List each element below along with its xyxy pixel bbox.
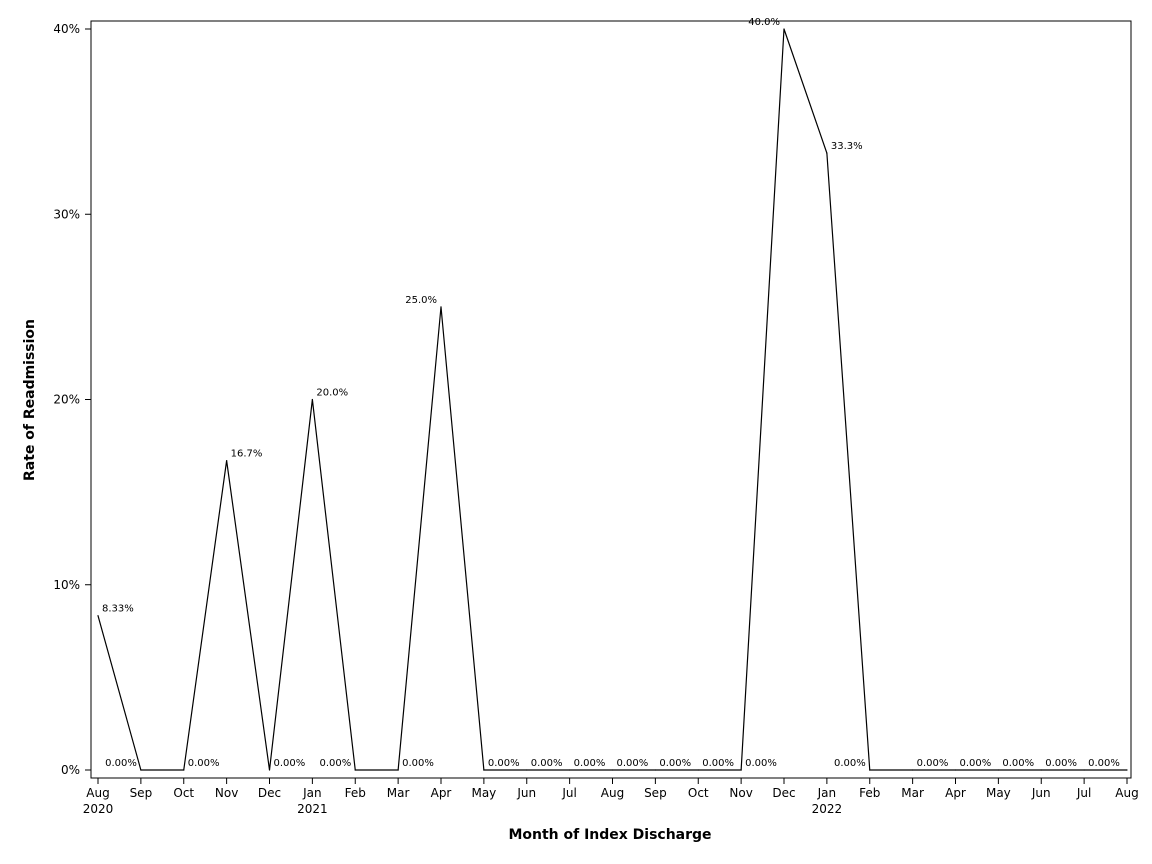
- x-tick-label-24: Aug: [1115, 786, 1138, 800]
- y-axis: 0% 10% 20% 30% 40%: [53, 22, 91, 777]
- data-label-7: 0.00%: [402, 758, 434, 769]
- x-tick-label-2: Oct: [173, 786, 194, 800]
- x-tick-label-7: Mar: [387, 786, 410, 800]
- data-label-17: 33.3%: [831, 141, 863, 152]
- data-point-11: [569, 769, 571, 771]
- data-point-22: [1040, 769, 1042, 771]
- plot-frame: [90, 20, 1132, 779]
- x-tick-label-6: Feb: [345, 786, 366, 800]
- data-label-4: 0.00%: [274, 758, 306, 769]
- x-tick-label-10: Jun: [516, 786, 536, 800]
- y-axis-title: Rate of Readmission: [22, 319, 38, 481]
- data-label-6: 0.00%: [319, 758, 351, 769]
- data-label-0: 8.33%: [102, 604, 134, 615]
- x-tick-label-18: Feb: [859, 786, 880, 800]
- y-tick-label-0: 0%: [61, 763, 80, 777]
- data-point-19: [912, 769, 914, 771]
- data-point-5: [311, 398, 313, 401]
- data-label-18: 0.00%: [834, 758, 866, 769]
- data-label-5: 20.0%: [316, 388, 348, 399]
- x-tick-label-13: Sep: [644, 786, 667, 800]
- y-tick-label-3: 30%: [53, 207, 80, 221]
- data-point-16: [783, 28, 785, 30]
- x-tick-label-11: Jul: [561, 786, 576, 800]
- data-label-16: 40.0%: [748, 17, 780, 28]
- x-tick-label-22: Jun: [1031, 786, 1051, 800]
- data-label-9: 0.00%: [488, 758, 520, 769]
- data-label-3: 16.7%: [231, 449, 263, 460]
- x-tick-label-23: Jul: [1076, 786, 1091, 800]
- data-point-24: [1126, 769, 1128, 771]
- data-label-14: 0.00%: [702, 758, 734, 769]
- data-label-layer: 8.33% 0.00% 0.00% 16.7% 0.00% 20.0% 0.00% 0.00%…: [102, 17, 1120, 769]
- series-layer: [97, 28, 1128, 771]
- data-point-2: [183, 769, 185, 771]
- data-label-1: 0.00%: [105, 758, 137, 769]
- x-tick-year-1: 2021: [297, 802, 328, 816]
- data-point-20: [954, 769, 957, 771]
- y-tick-label-1: 10%: [53, 578, 80, 592]
- x-tick-label-8: Apr: [431, 786, 452, 800]
- x-tick-label-1: Sep: [130, 786, 153, 800]
- x-tick-label-16: Dec: [772, 786, 795, 800]
- x-tick-label-5: Jan: [302, 786, 322, 800]
- data-point-18: [869, 769, 871, 771]
- data-point-0: [97, 615, 99, 617]
- data-label-2: 0.00%: [188, 758, 220, 769]
- x-tick-label-14: Oct: [688, 786, 709, 800]
- x-tick-label-4: Dec: [258, 786, 281, 800]
- x-tick-year-0: 2020: [83, 802, 114, 816]
- series-line-0: [97, 28, 1127, 771]
- data-label-20: 0.00%: [960, 758, 992, 769]
- x-tick-label-0: Aug: [86, 786, 109, 800]
- data-point-23: [1083, 769, 1085, 771]
- y-tick-label-2: 20%: [53, 393, 80, 407]
- x-tick-label-17: Jan: [817, 786, 837, 800]
- data-label-8: 25.0%: [405, 295, 437, 306]
- x-tick-label-3: Nov: [215, 786, 238, 800]
- y-tick-label-4: 40%: [53, 22, 80, 36]
- data-point-4: [268, 769, 271, 771]
- data-point-21: [997, 769, 999, 771]
- data-point-9: [483, 769, 485, 771]
- x-tick-label-19: Mar: [901, 786, 924, 800]
- data-point-1: [140, 769, 142, 771]
- data-point-15: [740, 769, 742, 771]
- data-label-13: 0.00%: [659, 758, 691, 769]
- data-point-3: [226, 460, 228, 462]
- data-point-13: [654, 769, 656, 771]
- data-point-17: [826, 152, 828, 154]
- x-tick-label-9: May: [471, 786, 496, 800]
- data-point-8: [440, 306, 442, 308]
- x-axis: Aug Sep Oct Nov Dec Jan Feb Mar Apr May Jun Jul Aug S…: [83, 778, 1139, 816]
- data-point-12: [611, 769, 614, 771]
- data-point-6: [354, 769, 356, 771]
- x-tick-label-15: Nov: [729, 786, 752, 800]
- x-tick-year-2: 2022: [812, 802, 843, 816]
- data-label-11: 0.00%: [574, 758, 606, 769]
- data-label-10: 0.00%: [531, 758, 563, 769]
- x-tick-label-12: Aug: [601, 786, 624, 800]
- x-axis-title: Month of Index Discharge: [508, 827, 711, 843]
- data-label-12: 0.00%: [617, 758, 649, 769]
- data-label-21: 0.00%: [1002, 758, 1034, 769]
- x-tick-label-20: Apr: [945, 786, 966, 800]
- data-point-14: [697, 769, 699, 771]
- data-label-19: 0.00%: [917, 758, 949, 769]
- data-point-7: [397, 769, 399, 771]
- x-tick-label-21: May: [986, 786, 1011, 800]
- data-label-15: 0.00%: [745, 758, 777, 769]
- data-label-22: 0.00%: [1045, 758, 1077, 769]
- data-point-10: [526, 769, 528, 771]
- data-label-23: 0.00%: [1088, 758, 1120, 769]
